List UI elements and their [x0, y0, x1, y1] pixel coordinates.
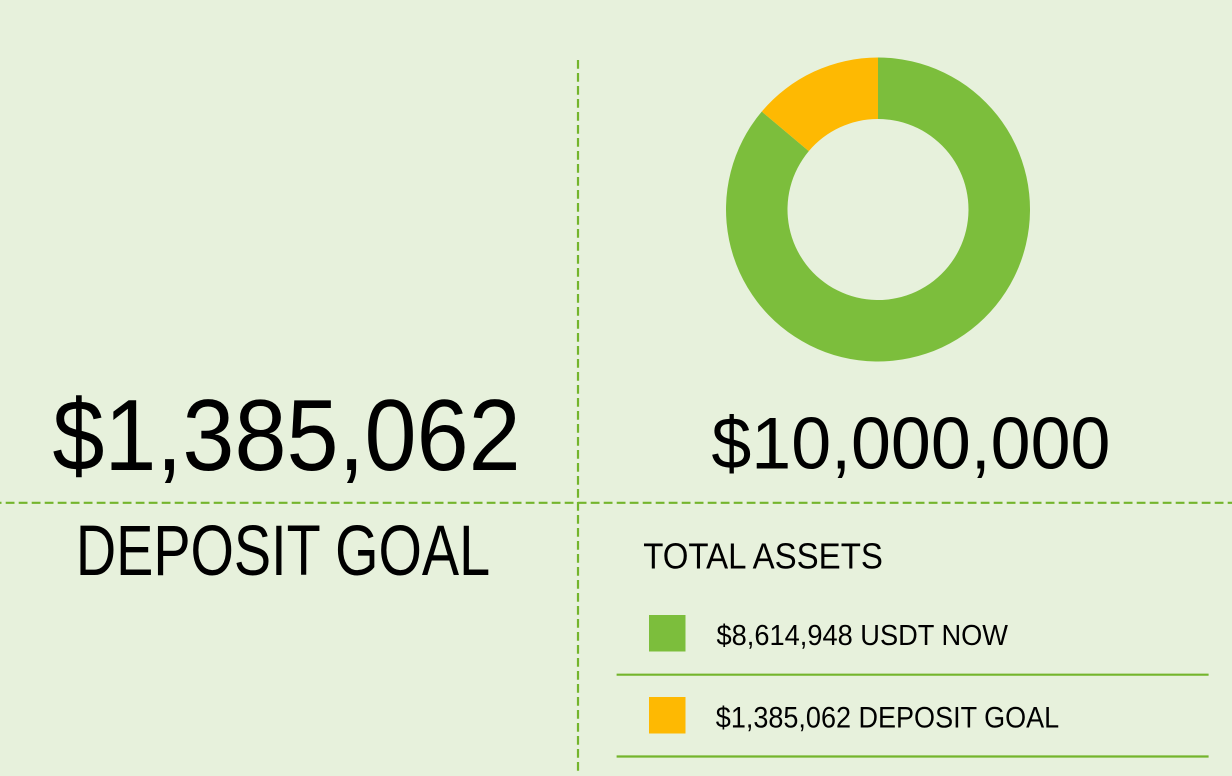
svg-text:$1,385,062: $1,385,062	[52, 380, 520, 492]
svg-text:$8,614,948 USDT NOW: $8,614,948 USDT NOW	[717, 620, 1009, 652]
svg-text:$10,000,000: $10,000,000	[711, 401, 1110, 484]
svg-text:$1,385,062 DEPOSIT GOAL: $1,385,062 DEPOSIT GOAL	[716, 702, 1059, 735]
svg-text:TOTAL ASSETS: TOTAL ASSETS	[643, 535, 883, 576]
svg-text:DEPOSIT GOAL: DEPOSIT GOAL	[76, 511, 490, 591]
